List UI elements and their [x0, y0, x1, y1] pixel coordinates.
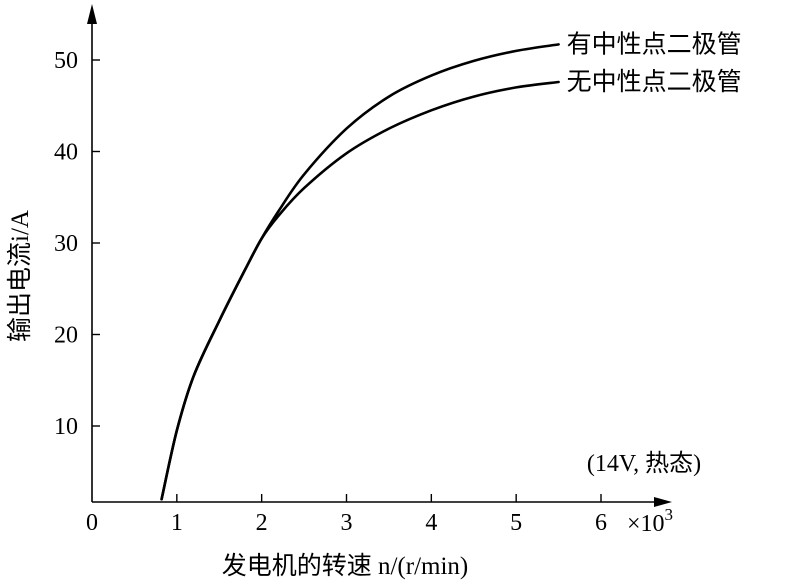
series-label-without-neutral-diode: 无中性点二极管 — [567, 68, 742, 96]
x-tick-label: 3 — [341, 510, 353, 536]
x-tick-label: 5 — [510, 510, 522, 536]
x-tick-label: 1 — [171, 510, 183, 536]
y-ticks: 10 20 30 40 50 — [54, 48, 100, 440]
x-axis-arrow — [654, 497, 672, 507]
x-axis-title: 发电机的转速 n/(r/min) — [222, 552, 469, 580]
x-tick-label: 6 — [595, 510, 607, 536]
series-line-without-neutral-diode — [160, 80, 560, 501]
y-tick-label: 50 — [54, 48, 78, 74]
series-line-with-neutral-diode — [160, 43, 560, 501]
x-tick-label: 0 — [86, 510, 98, 536]
series-label-with-neutral-diode: 有中性点二极管 — [567, 30, 742, 58]
y-tick-label: 20 — [54, 323, 78, 349]
y-tick-label: 10 — [54, 414, 78, 440]
y-axis-title: 输出电流i/A — [6, 210, 34, 342]
x-axis-multiplier: ×103 — [627, 505, 673, 537]
axes — [87, 4, 672, 507]
x-ticks: 0 1 2 3 4 5 6 — [86, 494, 607, 536]
condition-annotation: (14V, 热态) — [587, 450, 701, 477]
x-tick-label: 2 — [256, 510, 268, 536]
y-tick-label: 40 — [54, 140, 78, 166]
y-axis-arrow — [87, 4, 97, 24]
x-tick-label: 4 — [425, 510, 437, 536]
y-tick-label: 30 — [54, 231, 78, 257]
